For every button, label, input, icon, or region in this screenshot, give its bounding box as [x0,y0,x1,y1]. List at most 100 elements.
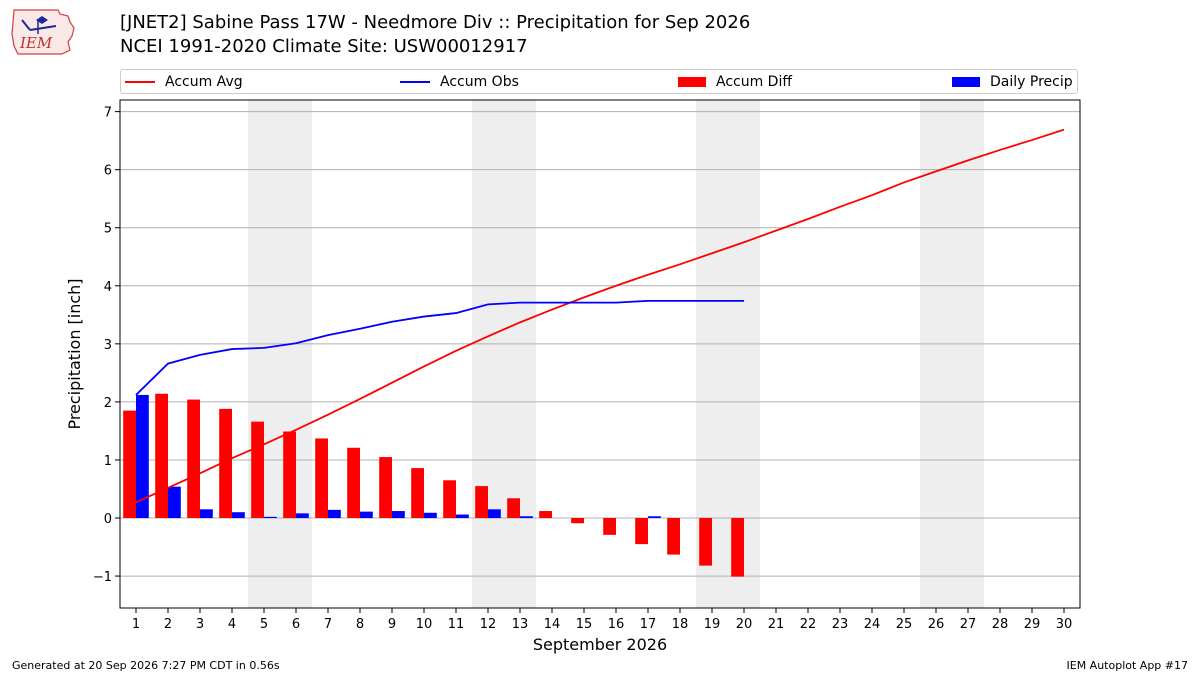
iem-logo: IEM [8,6,80,58]
logo-text: IEM [19,34,53,52]
weekend-shade-2 [472,100,536,608]
y-tick-label: −1 [93,570,112,585]
x-tick-label: 26 [928,617,945,632]
y-tick-label: 1 [104,454,112,469]
x-tick-label: 15 [576,617,593,632]
x-tick-label: 6 [292,617,300,632]
weekend-shade-4 [920,100,984,608]
accum-avg-line [135,128,1065,504]
y-axis-label: Precipitation [inch] [65,278,84,429]
x-tick-label: 28 [992,617,1009,632]
daily-precip-bar [488,509,501,519]
legend-swatch-accum-diff [678,77,706,87]
accum-diff-bar [347,447,360,519]
accum-diff-bar [635,518,648,545]
x-tick-label: 13 [512,617,529,632]
accum-diff-bar [219,408,232,519]
accum-diff-bar [283,431,296,519]
x-tick-label: 9 [388,617,396,632]
daily-precip-bar [648,516,661,519]
x-tick-label: 14 [544,617,561,632]
y-tick-label: 7 [104,106,112,121]
accum-diff-bar [603,518,616,535]
y-tick-label: 2 [104,396,112,411]
app-credit: IEM Autoplot App #17 [1066,659,1189,672]
legend-swatch-daily-precip [952,77,980,87]
legend-item-accum-diff: Accum Diff [678,73,792,91]
accum-diff-bar [187,399,200,519]
accum-diff-bar [379,457,392,519]
y-tick-label: 3 [104,338,112,353]
accum-diff-bar [539,511,552,519]
x-tick-label: 16 [608,617,625,632]
daily-precip-bar [232,512,245,519]
x-tick-label: 22 [800,617,817,632]
generated-timestamp: Generated at 20 Sep 2026 7:27 PM CDT in … [12,659,280,672]
chart-title: [JNET2] Sabine Pass 17W - Needmore Div :… [120,12,751,33]
accum-obs-line [135,299,744,396]
y-tick-label: 4 [104,280,112,295]
accum-diff-bar [443,480,456,519]
accum-diff-bar [571,518,584,524]
accum-diff-bar [155,393,168,519]
x-tick-label: 11 [448,617,465,632]
daily-precip-bar [520,516,533,519]
x-tick-label: 20 [736,617,753,632]
plot-area [120,100,1080,608]
daily-precip-bar [168,486,181,519]
accum-diff-bar [507,498,520,519]
x-tick-label: 25 [896,617,913,632]
legend-item-accum-avg: Accum Avg [125,73,243,91]
x-tick-label: 30 [1056,617,1073,632]
x-tick-label: 10 [416,617,433,632]
daily-precip-bar [264,516,277,519]
legend-label-accum-diff: Accum Diff [716,74,793,90]
legend-item-accum-obs: Accum Obs [400,73,519,91]
legend-label-accum-avg: Accum Avg [165,74,243,90]
legend-swatch-accum-avg [125,81,155,83]
x-tick-label: 19 [704,617,721,632]
accum-diff-bar [315,438,328,519]
legend-label-accum-obs: Accum Obs [440,74,519,90]
x-tick-label: 12 [480,617,497,632]
legend-label-daily-precip: Daily Precip [990,74,1073,90]
daily-precip-bar [424,512,437,519]
accum-diff-bar [699,518,712,566]
legend-item-daily-precip: Daily Precip [952,73,1073,91]
weekend-shade-1 [248,100,312,608]
accum-diff-bar [667,518,680,555]
x-tick-label: 8 [356,617,364,632]
daily-precip-bar [200,509,213,519]
x-tick-label: 23 [832,617,849,632]
x-tick-label: 29 [1024,617,1041,632]
x-tick-label: 24 [864,617,881,632]
y-tick-label: 6 [104,164,112,179]
accum-diff-bar [123,410,136,519]
x-tick-label: 4 [228,617,236,632]
x-tick-label: 7 [324,617,332,632]
daily-precip-bar [136,394,149,519]
legend-swatch-accum-obs [400,81,430,83]
y-tick-label: 0 [104,512,112,527]
x-tick-label: 18 [672,617,689,632]
daily-precip-bar [296,513,309,519]
accum-diff-bar [411,468,424,519]
x-tick-label: 21 [768,617,785,632]
x-tick-label: 3 [196,617,204,632]
y-tick-label: 5 [104,222,112,237]
accum-diff-bar [475,486,488,519]
plot-frame [119,99,1081,609]
daily-precip-bar [456,514,469,519]
x-tick-label: 5 [260,617,268,632]
x-tick-label: 2 [164,617,172,632]
x-tick-label: 1 [132,617,140,632]
x-axis-label: September 2026 [533,635,667,654]
x-tick-label: 27 [960,617,977,632]
daily-precip-bar [360,511,373,519]
daily-precip-bar [328,509,341,519]
accum-diff-bar [251,421,264,519]
chart-subtitle: NCEI 1991-2020 Climate Site: USW00012917 [120,36,528,57]
daily-precip-bar [392,511,405,519]
accum-diff-bar [731,518,744,577]
